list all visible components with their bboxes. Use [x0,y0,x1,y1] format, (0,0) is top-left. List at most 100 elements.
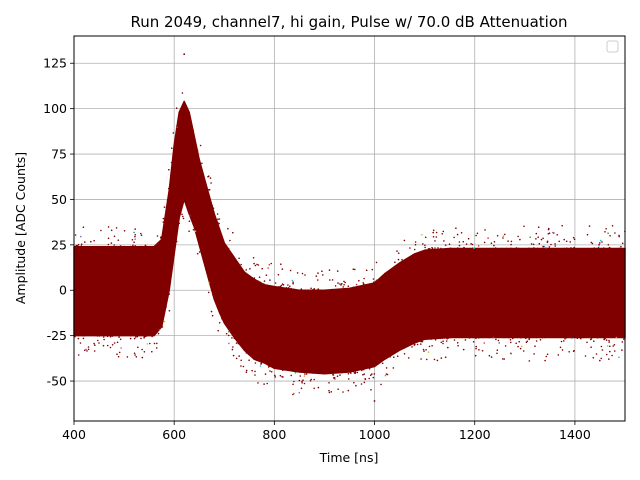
data-point [608,358,610,360]
data-point [354,268,356,271]
data-point [93,342,95,345]
data-point [495,338,497,341]
data-point [93,350,96,352]
data-point [420,340,423,343]
data-point [212,294,214,296]
data-point [493,244,495,247]
data-point [301,272,304,275]
data-point [507,240,509,242]
data-point [209,177,212,179]
data-point [598,243,600,246]
data-point [528,338,530,341]
data-point [446,337,449,340]
data-point [229,239,231,242]
data-point [107,237,110,240]
data-point [615,336,618,339]
data-point [373,373,376,375]
data-point [279,374,282,377]
data-point [257,280,260,283]
data-point [396,355,399,358]
data-point [165,306,167,308]
data-point [282,284,285,286]
data-point [563,247,565,250]
data-point [568,351,570,353]
data-point [231,254,234,256]
data-point [113,244,115,246]
data-point [240,359,242,362]
data-point [115,245,117,248]
data-point [317,386,320,389]
data-point [155,347,158,349]
data-point [133,352,136,355]
data-point [258,276,261,279]
data-point [134,354,136,356]
data-point [474,354,477,357]
data-point [441,337,444,339]
data-point [77,243,80,246]
data-point [534,345,536,348]
data-point [133,241,135,243]
data-point [600,345,603,348]
data-point [116,353,118,356]
data-point [235,357,238,360]
data-point [582,336,584,339]
data-point [472,341,475,343]
data-point [217,329,219,332]
data-point [544,359,546,362]
data-point [277,273,280,276]
data-point [566,247,568,249]
data-point [134,235,136,238]
data-point [251,369,253,372]
data-point [440,341,443,344]
data-point [110,229,113,232]
data-point [227,227,229,230]
data-point [245,371,248,374]
data-point [564,338,566,340]
data-point [345,371,347,374]
data-point [593,247,595,249]
data-point [251,277,253,279]
data-point [444,356,447,359]
data-point [322,274,324,276]
data-point [242,365,245,368]
data-point [434,339,437,341]
data-point [440,247,442,250]
data-point [343,280,345,283]
data-point [245,352,248,354]
data-point [149,342,151,345]
data-point [118,336,120,338]
data-point [292,281,294,284]
data-point [143,351,146,353]
data-point [350,372,352,374]
data-point [537,236,539,238]
data-point [604,231,606,233]
data-point [420,358,422,360]
data-point [373,281,375,283]
data-point [126,356,129,358]
data-point [432,229,435,232]
data-point [516,336,519,339]
data-point [225,332,228,335]
data-point [496,235,499,237]
data-point [423,350,425,352]
data-point [313,288,316,290]
data-point [621,341,624,343]
data-point [407,357,410,359]
data-point [527,336,530,339]
data-point [274,282,277,284]
data-point [328,389,330,392]
data-point [481,336,484,339]
data-point [334,285,337,287]
data-point [119,245,122,247]
data-point [270,262,273,265]
data-point [261,267,264,270]
data-point [530,247,532,250]
data-point [614,232,616,234]
data-point [257,264,260,266]
data-point [368,377,371,380]
data-point [442,230,445,233]
data-point [304,373,306,375]
data-point [518,340,520,343]
data-point [228,342,230,345]
data-point [431,246,433,249]
